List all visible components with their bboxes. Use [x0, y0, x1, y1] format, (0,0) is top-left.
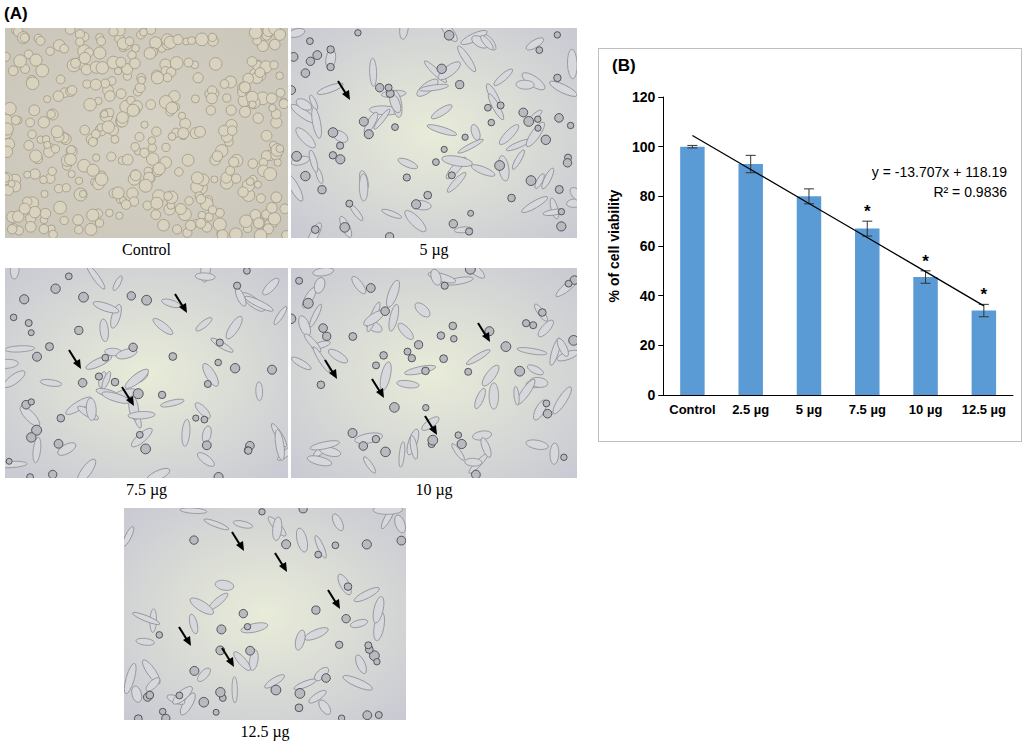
svg-text:*: *	[922, 252, 929, 271]
svg-text:60: 60	[640, 238, 656, 254]
html-text:(A): (A)	[4, 4, 28, 23]
svg-text:% of cell viability: % of cell viability	[606, 189, 622, 302]
svg-text:*: *	[981, 285, 988, 304]
svg-text:Control: Control	[669, 402, 715, 417]
svg-text:5 µg: 5 µg	[796, 402, 822, 417]
svg-text:7.5 µg: 7.5 µg	[849, 402, 886, 417]
html-text:(B): (B)	[612, 56, 636, 75]
svg-text:80: 80	[640, 188, 656, 204]
svg-text:12.5 µg: 12.5 µg	[962, 402, 1006, 417]
svg-text:100: 100	[632, 139, 656, 155]
svg-text:40: 40	[640, 288, 656, 304]
svg-text:2.5 µg: 2.5 µg	[732, 402, 769, 417]
html-text:10 µg: 10 µg	[415, 481, 453, 498]
svg-text:10 µg: 10 µg	[909, 402, 943, 417]
svg-text:120: 120	[632, 89, 656, 105]
svg-text:R² = 0.9836: R² = 0.9836	[933, 184, 1007, 200]
svg-text:20: 20	[640, 337, 656, 353]
svg-text:y = -13.707x + 118.19: y = -13.707x + 118.19	[872, 164, 1007, 180]
html-text:12.5 µg: 12.5 µg	[240, 723, 290, 740]
svg-text:0: 0	[647, 387, 655, 403]
html-text:Control: Control	[122, 241, 171, 258]
html-text:5 µg: 5 µg	[419, 241, 449, 258]
html-text:7.5 µg: 7.5 µg	[125, 481, 168, 498]
svg-text:*: *	[864, 202, 871, 221]
